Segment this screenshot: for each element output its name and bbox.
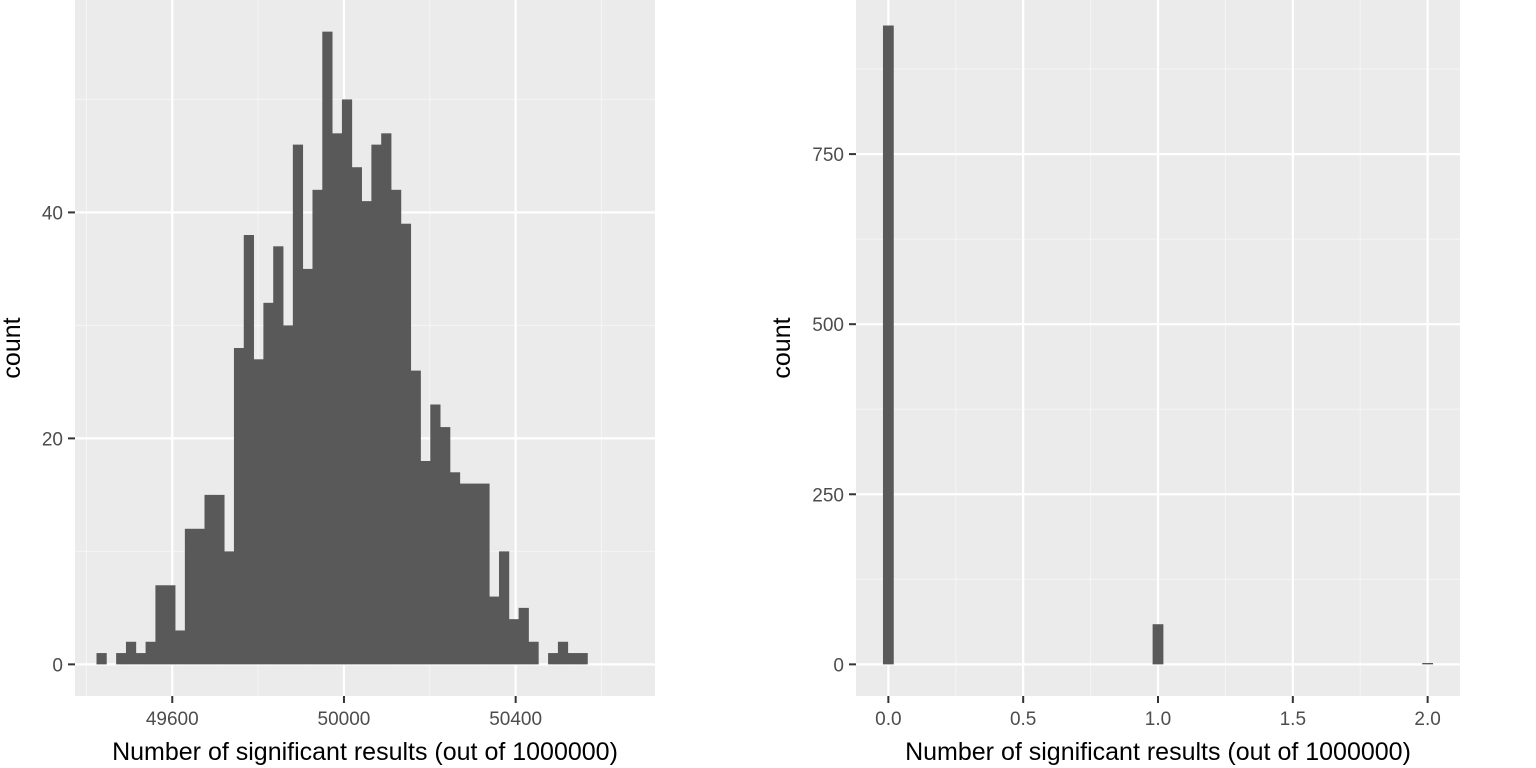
histogram-bar <box>253 359 264 665</box>
histogram-bar <box>557 641 569 665</box>
histogram-bar <box>224 551 235 665</box>
right-y-axis-title: count <box>768 317 796 378</box>
x-tick-label: 49600 <box>146 709 199 730</box>
histogram-bar <box>214 494 225 665</box>
left-y-axis-title: count <box>0 317 26 378</box>
right-histogram-panel: 0 250 500 750 0.0 0.5 1.0 1.5 2.0 Number of sig… <box>768 0 1460 766</box>
histogram-bar <box>155 585 166 665</box>
histogram-bar <box>469 483 480 665</box>
histogram-bar <box>322 31 333 665</box>
histogram-bar <box>165 585 176 665</box>
right-x-axis-title: Number of significant results (out of 10… <box>905 738 1411 766</box>
histogram-bar <box>194 528 205 665</box>
y-tick-label: 750 <box>812 145 844 166</box>
histogram-bar <box>302 268 313 665</box>
histogram-bar <box>243 235 254 665</box>
histogram-bar <box>548 653 559 665</box>
left-x-axis-title: Number of significant results (out of 10… <box>112 738 618 766</box>
x-tick-label: 1.5 <box>1280 709 1306 730</box>
y-tick-label: 20 <box>42 429 63 450</box>
histogram-bar <box>96 653 107 665</box>
x-tick-label: 0.0 <box>875 709 901 730</box>
histogram-bar <box>175 630 186 665</box>
x-tick-label: 1.0 <box>1145 709 1171 730</box>
left-y-axis: 0 20 40 <box>42 203 75 676</box>
histogram-bar <box>449 472 461 665</box>
histogram-bar <box>371 144 382 665</box>
histogram-bar <box>116 653 127 665</box>
histogram-bar <box>1422 663 1434 665</box>
left-bars <box>96 31 588 665</box>
histogram-bar <box>184 528 196 665</box>
histogram-bar <box>567 653 578 665</box>
histogram-bar <box>498 551 510 665</box>
histogram-bar <box>430 404 441 665</box>
right-x-axis: 0.0 0.5 1.0 1.5 2.0 <box>875 696 1441 730</box>
histogram-bar <box>204 494 215 665</box>
histogram-bar <box>577 653 588 665</box>
histogram-bar <box>381 133 392 665</box>
histogram-bar <box>125 641 137 665</box>
histogram-bar <box>518 607 529 665</box>
x-tick-label: 50000 <box>318 709 371 730</box>
histogram-bar <box>882 25 894 665</box>
histogram-bar <box>312 189 323 665</box>
y-tick-label: 0 <box>833 655 844 676</box>
histogram-bar <box>420 460 431 665</box>
y-tick-label: 500 <box>812 315 844 336</box>
histogram-bar <box>145 641 156 665</box>
left-x-axis: 49600 50000 50400 <box>146 696 542 730</box>
x-tick-label: 0.5 <box>1010 709 1036 730</box>
right-y-axis: 0 250 500 750 <box>812 145 856 676</box>
histogram-bar <box>361 201 372 665</box>
histogram-bar <box>391 189 402 665</box>
histogram-bar <box>508 619 520 665</box>
histogram-bar <box>459 483 470 665</box>
y-tick-label: 0 <box>52 655 63 676</box>
histogram-bar <box>440 427 451 665</box>
y-tick-label: 250 <box>812 485 844 506</box>
histogram-bar <box>1152 624 1164 665</box>
y-tick-label: 40 <box>42 203 63 224</box>
histogram-bar <box>273 246 284 665</box>
histogram-bar <box>341 99 353 665</box>
histogram-bar <box>479 483 490 665</box>
histogram-bar <box>410 370 421 665</box>
histogram-bar <box>400 223 412 665</box>
histogram-bar <box>263 302 274 665</box>
histogram-bar <box>332 133 343 665</box>
right-bars <box>882 25 1434 665</box>
histogram-bar <box>351 167 362 665</box>
histogram-bar <box>135 653 146 665</box>
x-tick-label: 50400 <box>489 709 542 730</box>
histogram-bar <box>233 348 245 665</box>
histogram-bar <box>283 325 294 665</box>
histogram-bar <box>292 144 304 665</box>
histogram-bar <box>528 641 539 665</box>
x-tick-label: 2.0 <box>1414 709 1440 730</box>
left-histogram-panel: 0 20 40 49600 50000 50400 Number of signific… <box>0 0 655 766</box>
histogram-bar <box>489 596 500 665</box>
